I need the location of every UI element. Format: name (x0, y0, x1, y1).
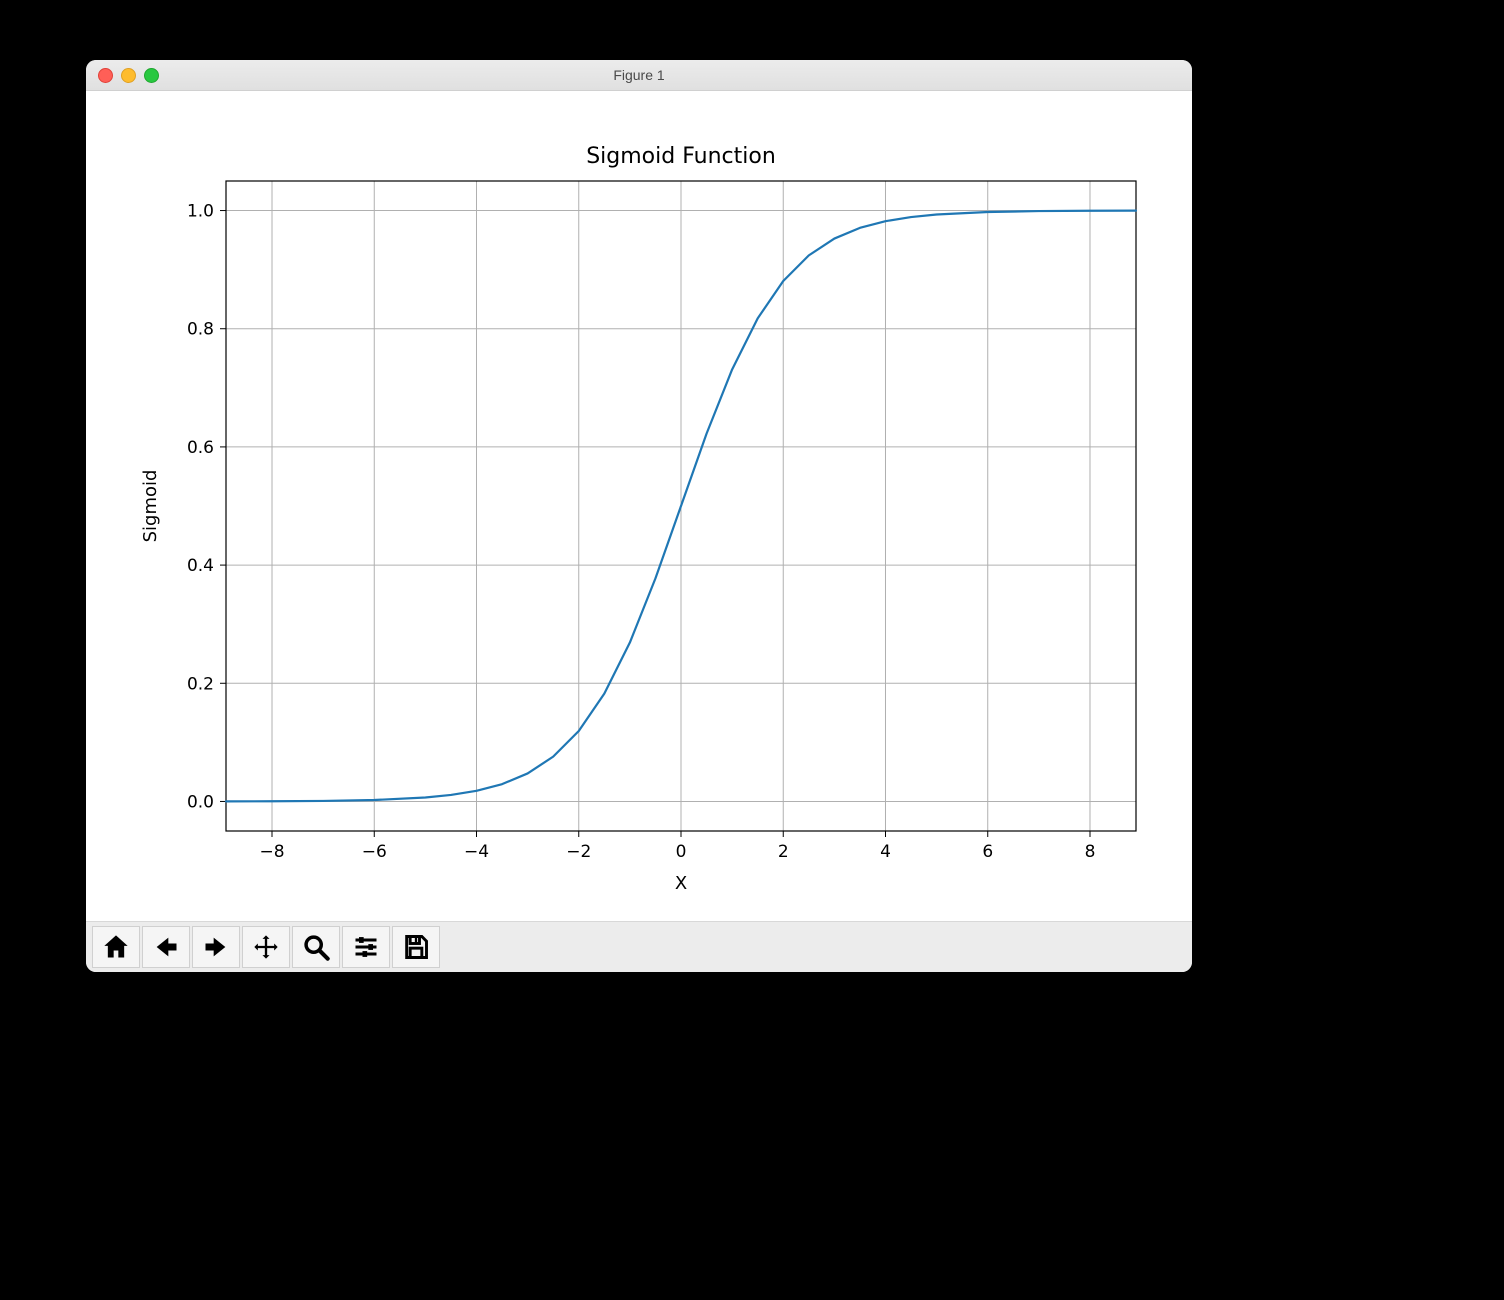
zoom-button[interactable] (292, 926, 340, 968)
window-title: Figure 1 (86, 67, 1192, 83)
x-tick-label: 8 (1085, 842, 1096, 862)
minimize-button[interactable] (121, 68, 136, 83)
matplotlib-toolbar (86, 921, 1192, 972)
arrow-left-icon (152, 933, 180, 961)
y-tick-label: 0.4 (187, 556, 214, 576)
move-icon (252, 933, 280, 961)
plot-canvas[interactable]: −8 −6 −4 −2 0 2 4 6 8 0.0 0.2 0.4 0.6 0.8 1.0 X Sigmoid S… (86, 91, 1192, 921)
traffic-lights (86, 68, 159, 83)
x-tick-label: −6 (362, 842, 387, 862)
x-tick-label: 4 (880, 842, 891, 862)
save-button[interactable] (392, 926, 440, 968)
sliders-icon (352, 933, 380, 961)
pan-button[interactable] (242, 926, 290, 968)
x-tick-label: 0 (676, 842, 687, 862)
y-tick-label: 0.6 (187, 438, 214, 458)
forward-button[interactable] (192, 926, 240, 968)
y-tick-label: 0.0 (187, 792, 214, 812)
x-tick-label: −8 (259, 842, 284, 862)
home-icon (102, 933, 130, 961)
figure-window: Figure 1 −8 −6 −4 −2 0 2 4 6 8 0.0 0.2 0.4 0.6 0.8 1.0… (86, 60, 1192, 972)
maximize-button[interactable] (144, 68, 159, 83)
home-button[interactable] (92, 926, 140, 968)
close-button[interactable] (98, 68, 113, 83)
x-tick-label: −4 (464, 842, 489, 862)
y-tick-label: 1.0 (187, 202, 214, 222)
plot-svg: −8 −6 −4 −2 0 2 4 6 8 0.0 0.2 0.4 0.6 0.8 1.0 X Sigmoid S… (86, 91, 1192, 921)
back-button[interactable] (142, 926, 190, 968)
arrow-right-icon (202, 933, 230, 961)
x-axis-label: X (675, 873, 687, 894)
x-tick-label: 6 (982, 842, 993, 862)
save-icon (402, 933, 430, 961)
y-tick-label: 0.2 (187, 674, 214, 694)
zoom-icon (302, 933, 330, 961)
x-tick-label: 2 (778, 842, 789, 862)
x-tick-label: −2 (566, 842, 591, 862)
y-tick-label: 0.8 (187, 320, 214, 340)
titlebar[interactable]: Figure 1 (86, 60, 1192, 91)
y-axis-label: Sigmoid (140, 470, 161, 543)
configure-button[interactable] (342, 926, 390, 968)
chart-title: Sigmoid Function (586, 144, 776, 169)
